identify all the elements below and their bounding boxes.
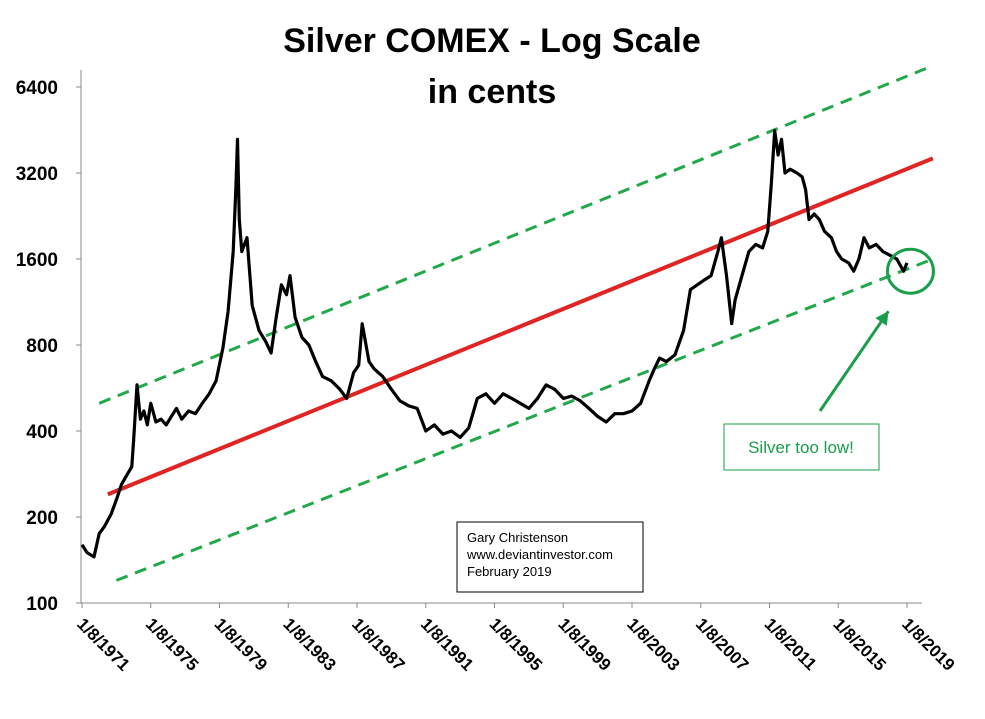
reference-lines — [98, 64, 934, 582]
upper-channel-line — [98, 64, 934, 405]
lower-channel-line — [115, 257, 934, 582]
callout-text: Silver too low! — [748, 438, 854, 457]
y-tick-label: 3200 — [16, 164, 58, 185]
silver-price-line — [80, 129, 909, 559]
arrow-head-icon — [875, 311, 889, 326]
arrow-shaft — [818, 310, 890, 412]
y-tick-label: 6400 — [16, 78, 58, 99]
y-tick-label: 800 — [26, 336, 58, 357]
credit-box: Gary Christenson www.deviantinvestor.com… — [456, 521, 644, 593]
credit-website: www.deviantinvestor.com — [466, 547, 613, 562]
credit-date: February 2019 — [467, 564, 552, 579]
callout-box — [723, 423, 880, 471]
y-tick-label: 100 — [26, 594, 58, 615]
y-tick-label: 1600 — [16, 250, 58, 271]
callout: Silver too low! — [723, 247, 935, 471]
y-axis: 100 200 400 800 1600 3200 6400 — [16, 70, 82, 615]
credit-author: Gary Christenson — [467, 530, 568, 545]
highlight-circle — [885, 247, 935, 295]
y-tick-label: 200 — [26, 508, 58, 529]
y-tick-label: 400 — [26, 422, 58, 443]
trend-line — [107, 156, 934, 497]
chart-subtitle: in cents — [428, 73, 556, 111]
credit-box-frame — [456, 521, 644, 593]
chart-title: Silver COMEX - Log Scale — [283, 22, 701, 60]
price-series — [80, 129, 909, 559]
